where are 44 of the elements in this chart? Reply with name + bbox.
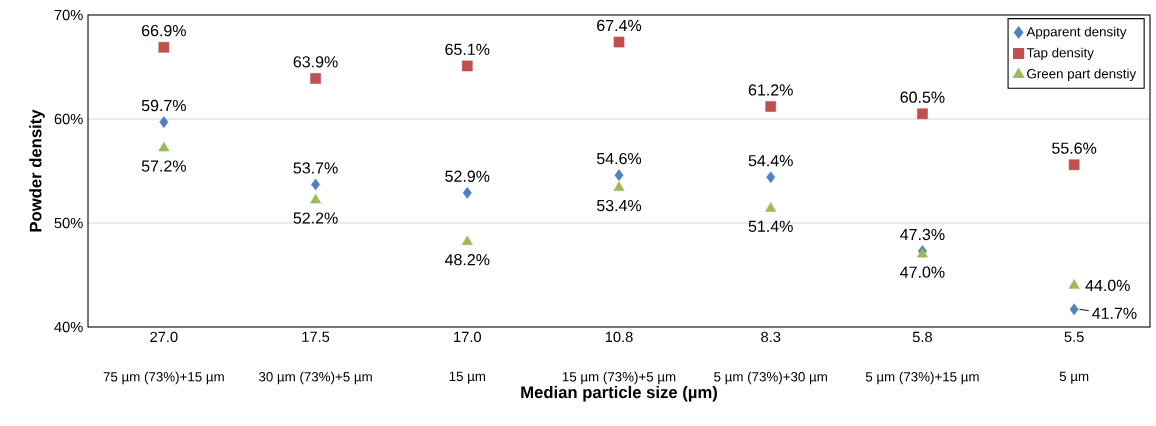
text: 75 µm (73%)+15 µm — [103, 371, 224, 385]
text: 15 µm (73%)+5 µm — [562, 371, 676, 385]
data-label: 65.1% — [445, 43, 490, 56]
data-label: 53.7% — [293, 162, 338, 174]
x-tick-label: 8.3 — [761, 331, 781, 343]
text: 5 µm (73%)+15 µm — [865, 371, 979, 385]
y-tick-label: 60% — [54, 113, 83, 125]
data-label: 54.4% — [748, 155, 793, 167]
x-tick-label: 5.5 — [1064, 331, 1084, 342]
legend-label: Green part denstiy — [1027, 68, 1137, 82]
y-tick-label: 70% — [54, 9, 83, 21]
text: 5 µm (73%)+30 µm — [714, 371, 827, 385]
data-label: 52.9% — [445, 170, 490, 182]
y-axis-title: Powder density — [29, 109, 45, 232]
data-label: 55.6% — [1052, 142, 1097, 154]
x-tick-label: 17.0 — [454, 331, 481, 343]
y-tick-label: 50% — [54, 217, 83, 229]
data-label: 41.7% — [1092, 307, 1137, 319]
data-label: 59.7% — [141, 99, 186, 112]
data-label: 54.6% — [596, 152, 642, 165]
data-label: 48.2% — [444, 253, 490, 266]
text: 5 µm — [1059, 371, 1089, 384]
data-label: 63.9% — [293, 56, 338, 68]
legend-label: Tap density — [1026, 47, 1094, 61]
data-label: 67.4% — [597, 19, 642, 32]
data-label: 51.4% — [748, 220, 793, 232]
x-tick-label: 17.5 — [302, 331, 330, 342]
x-tick-label: 5.8 — [912, 331, 932, 343]
x-tick-label: 27.0 — [150, 331, 178, 343]
text: 30 µm (73%)+5 µm — [258, 371, 372, 385]
data-label: 66.9% — [142, 24, 186, 37]
text: 15 µm — [449, 371, 486, 384]
data-label: 52.2% — [293, 212, 338, 224]
data-label: 47.0% — [900, 266, 945, 278]
x-tick-label: 10.8 — [605, 331, 633, 343]
data-label: 61.2% — [748, 84, 793, 96]
data-label: 60.5% — [900, 91, 945, 103]
legend-label: Apparent density — [1026, 26, 1127, 40]
data-label: 44.0% — [1085, 279, 1130, 292]
x-axis-title: Median particle size (µm) — [521, 385, 717, 402]
data-label: 53.4% — [596, 199, 642, 212]
data-label: 57.2% — [141, 160, 186, 172]
y-tick-label: 40% — [54, 321, 83, 333]
data-label: 47.3% — [900, 228, 945, 241]
